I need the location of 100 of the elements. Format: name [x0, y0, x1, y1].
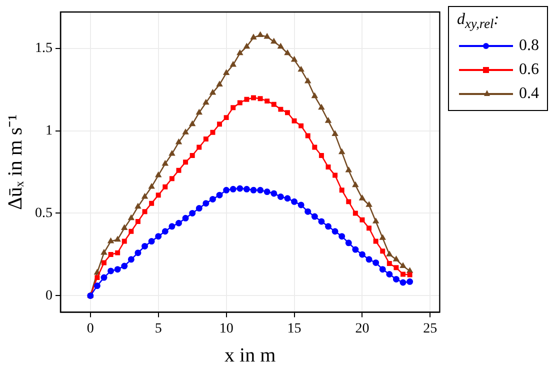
point — [298, 123, 304, 128]
point — [102, 260, 106, 266]
point — [122, 238, 127, 244]
point — [394, 265, 399, 270]
point — [94, 269, 100, 275]
point — [298, 66, 304, 72]
point — [134, 250, 142, 256]
point — [360, 217, 365, 222]
x-tick-label: 10 — [219, 321, 234, 336]
point — [223, 70, 230, 75]
point — [258, 96, 263, 102]
point — [250, 186, 257, 194]
point — [257, 186, 264, 194]
point — [142, 242, 148, 250]
point — [312, 144, 318, 150]
point — [237, 50, 243, 56]
point — [176, 168, 182, 173]
point — [332, 228, 338, 235]
point — [94, 282, 100, 290]
point — [196, 205, 202, 212]
point — [257, 32, 264, 38]
point — [155, 233, 162, 240]
point — [352, 182, 358, 188]
point — [202, 200, 210, 207]
x-tick-label: 0 — [86, 321, 94, 336]
point — [366, 256, 372, 263]
point — [386, 251, 392, 256]
point — [352, 246, 359, 253]
point — [292, 118, 297, 124]
point — [264, 33, 270, 39]
point — [209, 196, 216, 202]
y-axis-title: Δūₓ in m s⁻¹ — [4, 114, 26, 210]
point — [278, 43, 284, 49]
point — [223, 186, 230, 194]
point — [230, 186, 236, 192]
point — [312, 92, 318, 98]
point — [175, 220, 182, 226]
legend-label: 0.6 — [519, 61, 539, 80]
point — [359, 195, 366, 200]
point — [346, 199, 352, 204]
point — [392, 276, 400, 282]
point — [372, 218, 379, 224]
point — [318, 104, 324, 110]
point — [100, 274, 108, 281]
point — [121, 224, 128, 230]
point — [243, 186, 250, 192]
point — [338, 148, 345, 154]
point — [148, 238, 155, 245]
point — [196, 109, 202, 115]
y-tick-label: 1 — [46, 123, 52, 138]
point — [271, 102, 276, 107]
y-tick-label: 0 — [46, 288, 52, 304]
y-tick-label: 1.5 — [35, 40, 52, 56]
point — [196, 144, 202, 150]
point — [264, 188, 270, 196]
point — [284, 195, 291, 202]
point — [114, 266, 121, 273]
point — [318, 153, 324, 158]
point — [366, 202, 372, 207]
point — [277, 193, 284, 200]
x-tick-label: 5 — [154, 321, 162, 336]
point — [400, 272, 406, 277]
point — [318, 218, 325, 225]
x-tick-label: 15 — [287, 321, 302, 336]
point — [244, 96, 250, 102]
point — [406, 278, 414, 285]
point — [244, 43, 250, 49]
point — [339, 188, 344, 193]
point — [270, 38, 277, 44]
point — [236, 185, 244, 192]
point — [386, 261, 392, 266]
legend-label: 0.4 — [519, 85, 539, 104]
point — [169, 150, 175, 156]
point — [190, 153, 195, 158]
point — [304, 208, 312, 215]
point — [373, 238, 378, 244]
point — [108, 268, 114, 274]
point — [217, 122, 222, 127]
point — [325, 118, 332, 123]
point — [135, 218, 140, 224]
point — [386, 271, 393, 278]
point — [169, 176, 174, 182]
point — [264, 98, 270, 104]
point — [128, 228, 134, 234]
point — [162, 228, 168, 235]
point — [406, 268, 413, 273]
point — [135, 203, 141, 209]
point — [372, 259, 380, 266]
point — [162, 184, 168, 190]
point — [284, 110, 290, 116]
point — [358, 251, 366, 258]
point — [400, 279, 406, 286]
point — [108, 252, 114, 257]
y-tick-label: 0.5 — [35, 206, 52, 221]
point — [182, 129, 188, 134]
point — [183, 160, 188, 165]
legend-title: d$_{xy,rel}$: — [457, 11, 500, 32]
point — [407, 272, 412, 278]
point — [380, 234, 386, 240]
point — [128, 256, 134, 263]
